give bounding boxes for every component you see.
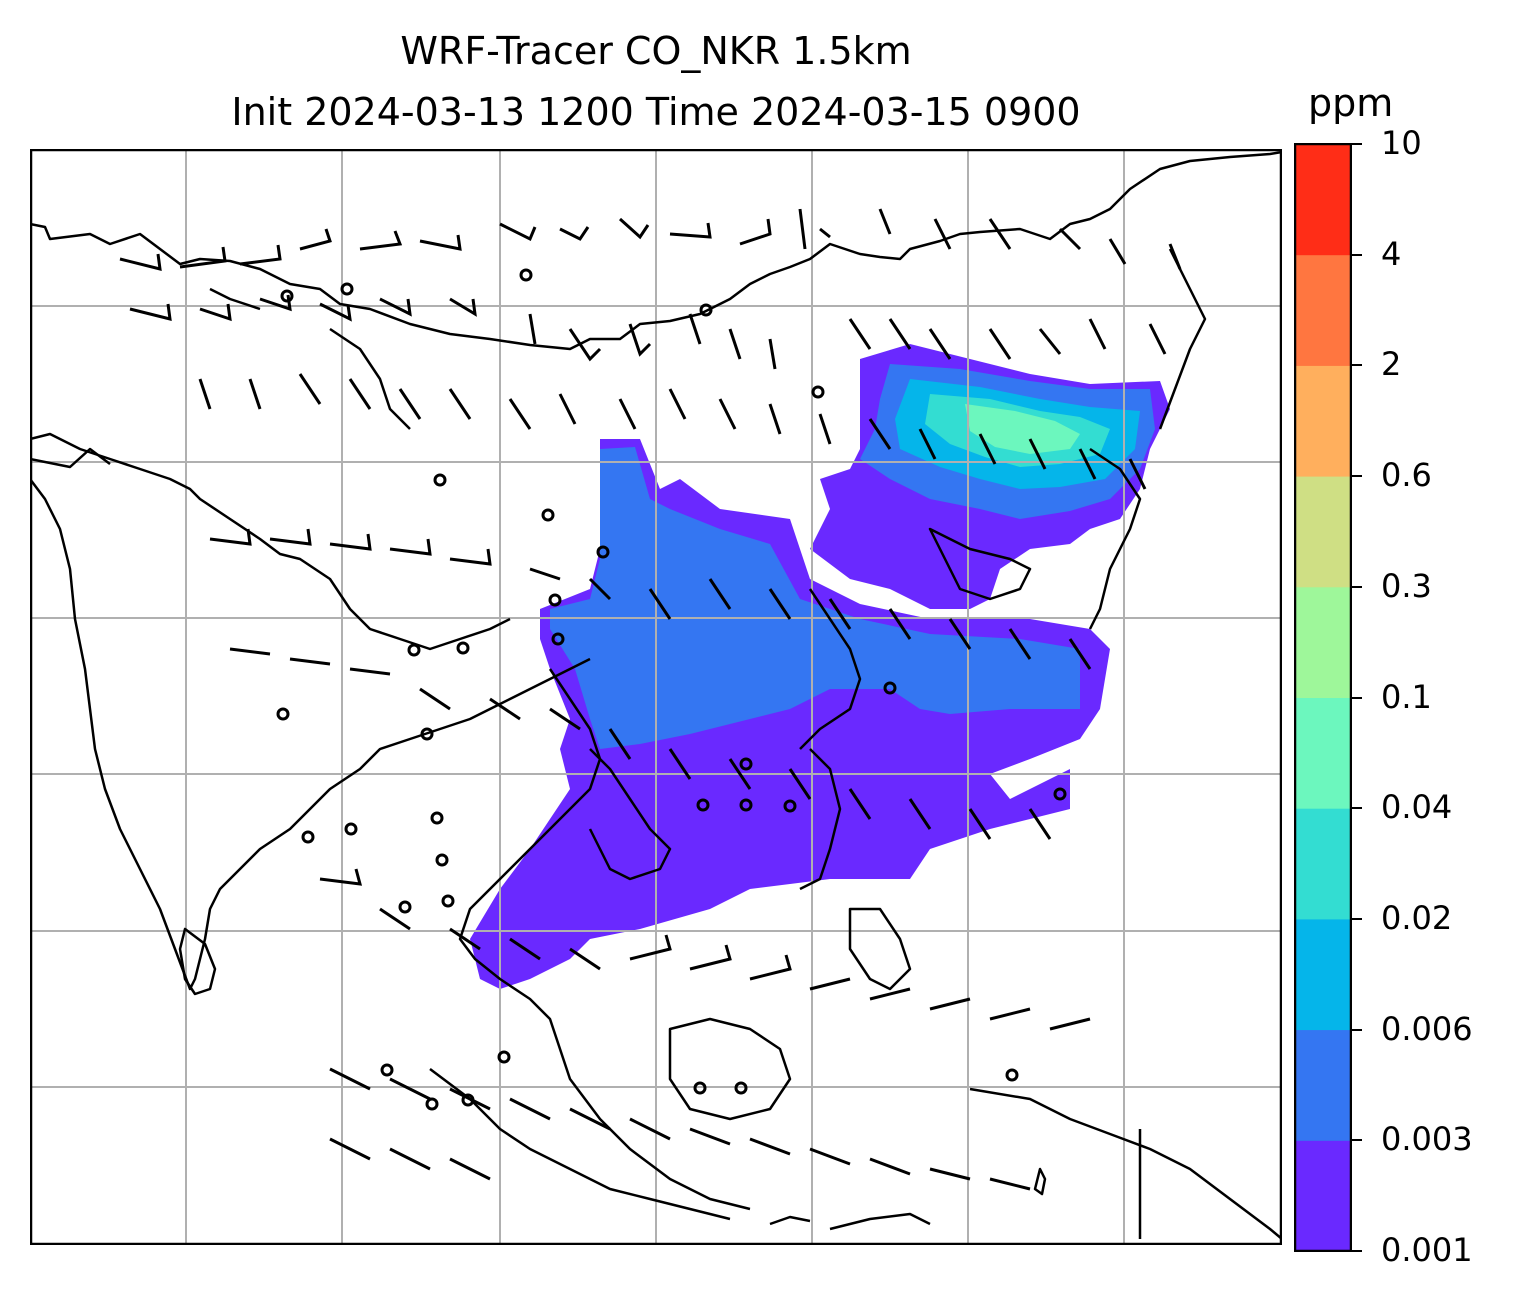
colorbar-tick-mark: [1352, 475, 1362, 478]
map-panel: [30, 149, 1282, 1245]
wind-barbs-row-4: [209, 528, 1092, 670]
wind-barbs-row-7: [329, 1067, 1031, 1191]
colorbar-tick-mark: [1352, 1139, 1362, 1142]
colorbar-tick-label: 2: [1381, 345, 1402, 384]
colorbar-tick-label: 0.1: [1381, 677, 1432, 716]
wind-barbs-row-2: [129, 294, 1167, 370]
wind-barbs-row-1: [119, 208, 1182, 271]
colorbar-tick-mark: [1352, 253, 1362, 256]
colorbar-tick-label: 4: [1381, 234, 1402, 273]
colorbar-tick-mark: [1352, 696, 1362, 699]
colorbar-tick-mark: [1352, 807, 1362, 810]
gridlines: [30, 149, 1282, 1245]
colorbar-tick-mark: [1352, 143, 1362, 145]
calm-wind-markers: [276, 268, 1067, 1111]
colorbar-segment: [1294, 144, 1352, 256]
colorbar-segment: [1294, 808, 1352, 920]
colorbar-segment: [1294, 1029, 1352, 1141]
chart-title-line2: Init 2024-03-13 1200 Time 2024-03-15 090…: [231, 90, 1081, 134]
colorbar-segment: [1294, 476, 1352, 588]
colorbar-segment: [1294, 254, 1352, 366]
map-svg: [30, 149, 1282, 1245]
colorbar-tick-label: 0.001: [1381, 1231, 1473, 1269]
colorbar-tick-mark: [1352, 364, 1362, 367]
colorbar-frame: [1294, 143, 1352, 1252]
colorbar-tick-mark: [1352, 1250, 1362, 1252]
colorbar-segment: [1294, 586, 1352, 698]
colorbar-tick-label: 0.04: [1381, 788, 1453, 827]
colorbar-tick-mark: [1352, 585, 1362, 588]
colorbar-segment: [1294, 918, 1352, 1031]
wind-barbs: [119, 208, 1182, 1191]
colorbar-tick-mark: [1352, 1028, 1362, 1031]
plume-level-2: [550, 447, 1080, 749]
map-frame: [30, 149, 1282, 1245]
coastlines: [30, 150, 1282, 1240]
colorbar-tick-mark: [1352, 917, 1362, 920]
colorbar-tick-label: 0.02: [1381, 898, 1453, 937]
colorbar-unit-label: ppm: [1308, 81, 1394, 125]
colorbar-tick-label: 0.006: [1381, 1009, 1473, 1048]
colorbar: [1294, 143, 1352, 1252]
colorbar-segment: [1294, 697, 1352, 809]
colorbar-tick-label: 0.003: [1381, 1120, 1473, 1159]
wind-barbs-row-5: [229, 647, 1052, 840]
plume-level-5-north: [965, 404, 1080, 454]
colorbar-segment: [1294, 1140, 1352, 1252]
chart-title-line1: WRF-Tracer CO_NKR 1.5km: [400, 29, 912, 73]
colorbar-tick-label: 0.3: [1381, 566, 1432, 605]
colorbar-svg: [1294, 143, 1352, 1252]
wind-barbs-row-3: [198, 373, 1147, 490]
wind-barbs-row-6: [319, 868, 1091, 1031]
tracer-concentration-fill: [470, 344, 1170, 989]
colorbar-segment: [1294, 365, 1352, 477]
colorbar-tick-label: 0.6: [1381, 456, 1432, 495]
colorbar-tick-label: 10: [1381, 124, 1422, 162]
